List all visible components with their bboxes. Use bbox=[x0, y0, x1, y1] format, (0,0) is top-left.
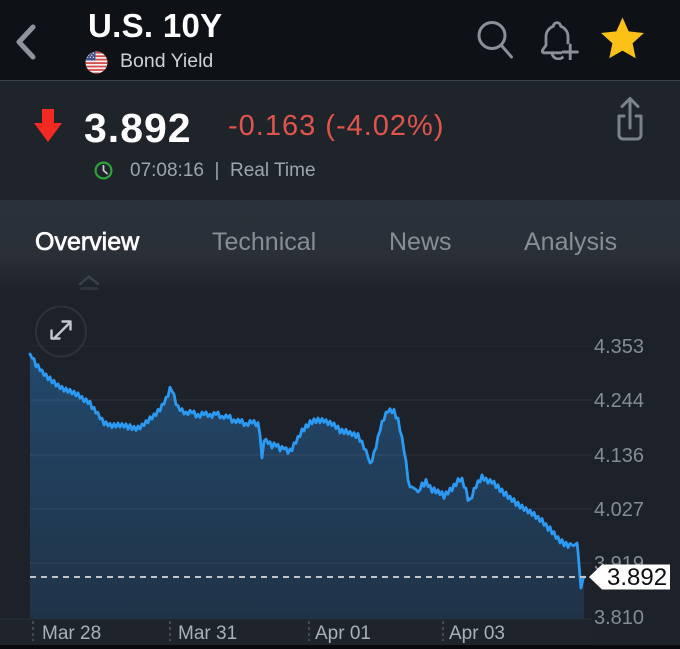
svg-text:Apr 01: Apr 01 bbox=[315, 623, 371, 644]
svg-text:3.892: 3.892 bbox=[607, 564, 667, 591]
svg-text:4.027: 4.027 bbox=[594, 499, 644, 521]
svg-text:4.353: 4.353 bbox=[594, 336, 644, 358]
svg-text:3.810: 3.810 bbox=[594, 607, 644, 629]
svg-text:Apr 03: Apr 03 bbox=[449, 623, 505, 644]
svg-text:4.244: 4.244 bbox=[594, 390, 644, 412]
svg-text:Mar 28: Mar 28 bbox=[42, 623, 101, 644]
svg-text:Mar 31: Mar 31 bbox=[178, 623, 237, 644]
svg-text:4.136: 4.136 bbox=[594, 445, 644, 467]
